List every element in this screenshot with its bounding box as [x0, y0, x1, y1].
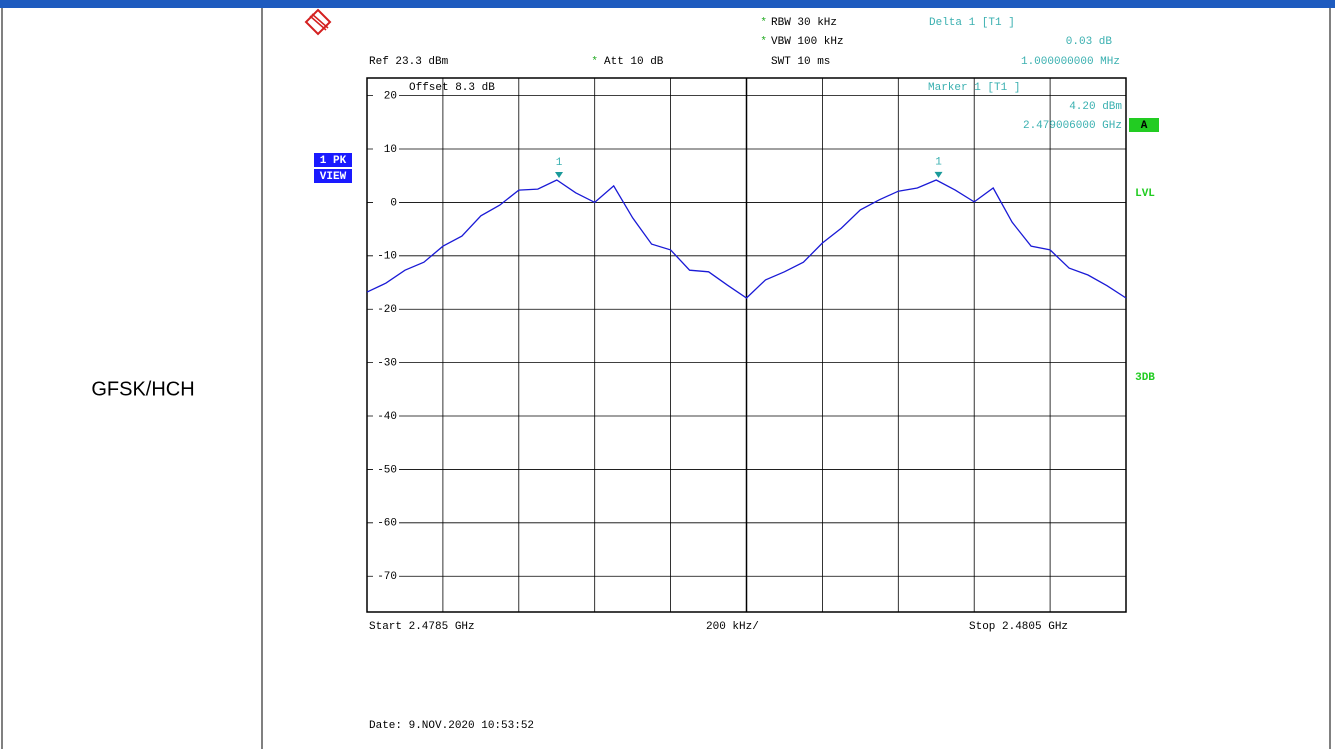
tick-label-bg	[373, 571, 399, 582]
tick-label-bg	[373, 517, 399, 528]
row-label: GFSK/HCH	[91, 378, 194, 400]
annotation: 4.20 dBm	[1069, 101, 1122, 113]
trace-box	[314, 153, 352, 167]
tick-label-bg	[373, 197, 399, 208]
annotation: Ref 23.3 dBm	[369, 56, 449, 68]
y-tick-label: -20	[377, 304, 397, 316]
annotation: LVL	[1135, 188, 1155, 200]
setting-star: *	[760, 36, 767, 48]
annotation: Att 10 dB	[604, 56, 664, 68]
y-tick-label: -30	[377, 358, 397, 370]
setting-star: *	[591, 56, 598, 68]
annotation: 2.479006000 GHz	[1023, 120, 1122, 132]
tick-label-bg	[373, 357, 399, 368]
tick-label-bg	[373, 90, 399, 101]
trace-box	[314, 169, 352, 183]
annotation: 1 PK	[320, 155, 347, 167]
setting-star: *	[760, 17, 767, 29]
annotation: RBW 30 kHz	[771, 17, 837, 29]
y-tick-label: 10	[384, 144, 397, 156]
y-tick-label: 20	[384, 91, 397, 103]
tick-label-bg	[373, 144, 399, 155]
annotation: Delta 1 [T1 ]	[929, 17, 1015, 29]
annotation: VBW 100 kHz	[771, 36, 844, 48]
annotation: 3DB	[1135, 372, 1155, 384]
annotation: A	[1141, 120, 1148, 132]
annotation: 200 kHz/	[706, 621, 759, 633]
top-bar	[0, 0, 1335, 8]
trace	[366, 179, 1127, 299]
y-tick-label: -60	[377, 518, 397, 530]
marker	[555, 171, 564, 178]
annotation: VIEW	[320, 171, 347, 183]
y-tick-label: -50	[377, 464, 397, 476]
rs-logo	[304, 8, 332, 36]
y-tick-label: 0	[390, 197, 397, 209]
y-tick-label: -40	[377, 411, 397, 423]
marker-label: 1	[935, 157, 942, 169]
annotation: Start 2.4785 GHz	[369, 621, 475, 633]
y-tick-label: -70	[377, 571, 397, 583]
marker-label: 1	[556, 157, 563, 169]
tick-label-bg	[373, 304, 399, 315]
annotation: 1.000000000 MHz	[1021, 56, 1120, 68]
a-box	[1129, 118, 1159, 132]
annotation: Date: 9.NOV.2020 10:53:52	[369, 720, 534, 732]
annotation: Marker 1 [T1 ]	[928, 82, 1020, 94]
y-tick-label: -10	[377, 251, 397, 263]
annotation: SWT 10 ms	[771, 56, 830, 68]
marker	[934, 171, 943, 178]
tick-label-bg	[373, 411, 399, 422]
annotation: Stop 2.4805 GHz	[969, 621, 1068, 633]
tick-label-bg	[373, 464, 399, 475]
annotation: Offset 8.3 dB	[409, 82, 495, 94]
tick-label-bg	[373, 250, 399, 261]
annotation: 0.03 dB	[1066, 36, 1113, 48]
